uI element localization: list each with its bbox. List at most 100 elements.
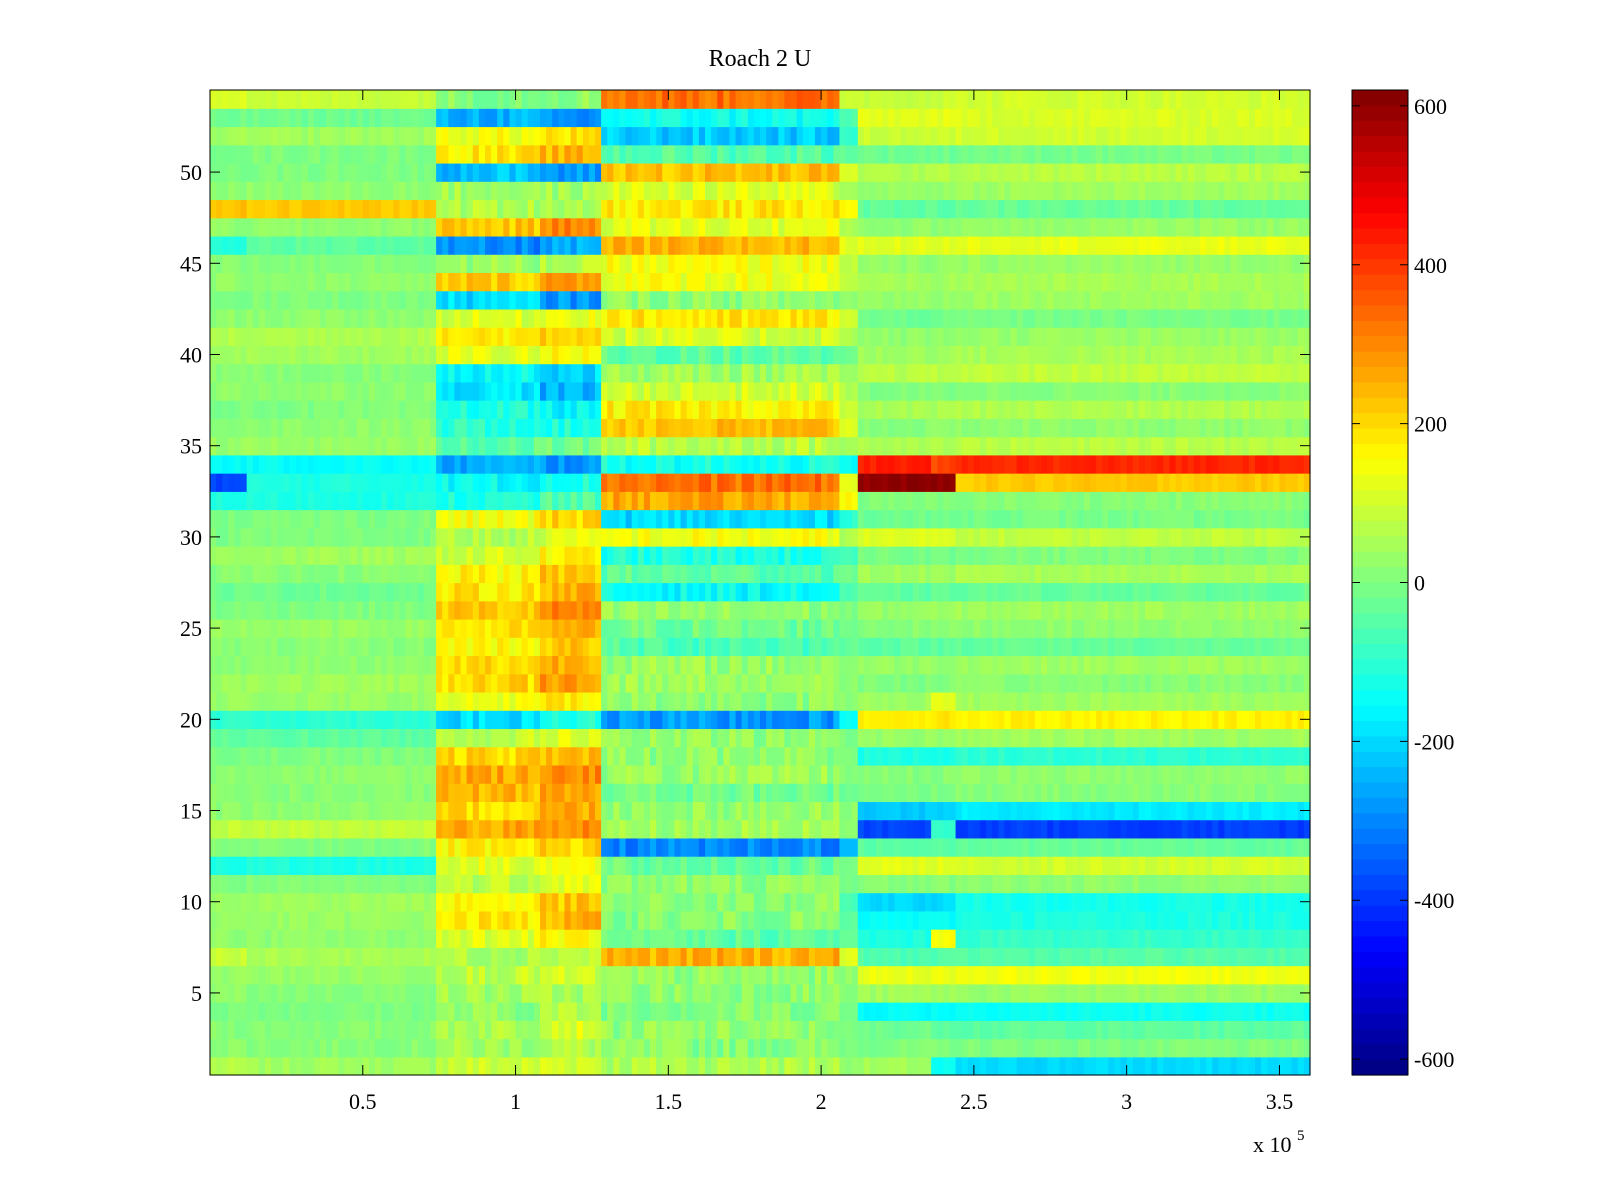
- heatmap-cell: [870, 1038, 877, 1058]
- heatmap-cell: [955, 856, 963, 875]
- heatmap-cell: [1224, 691, 1232, 711]
- heatmap-cell: [900, 892, 908, 912]
- heatmap-cell: [423, 728, 431, 748]
- heatmap-cell: [906, 691, 914, 711]
- heatmap-cell: [576, 1056, 584, 1076]
- heatmap-cell: [252, 892, 260, 912]
- heatmap-cell: [448, 673, 456, 693]
- heatmap-cell: [894, 837, 902, 857]
- heatmap-cell: [1102, 819, 1109, 839]
- heatmap-cell: [1187, 819, 1195, 839]
- heatmap-cell: [1230, 618, 1238, 638]
- heatmap-cell: [851, 837, 859, 857]
- heatmap-cell: [478, 874, 486, 894]
- heatmap-cell: [857, 819, 865, 839]
- heatmap-cell: [533, 1020, 541, 1040]
- heatmap-cell: [460, 691, 468, 711]
- heatmap-cell: [1175, 965, 1183, 985]
- heatmap-cell: [350, 837, 358, 857]
- heatmap-cell: [992, 874, 999, 894]
- heatmap-cell: [973, 637, 981, 657]
- heatmap-cell: [375, 983, 382, 1003]
- heatmap-cell: [1145, 1020, 1152, 1040]
- heatmap-cell: [1010, 929, 1018, 948]
- heatmap-cell: [320, 655, 327, 675]
- heatmap-cell: [521, 746, 529, 766]
- heatmap-cell: [1242, 801, 1250, 821]
- heatmap-cell: [1102, 783, 1109, 802]
- heatmap-cell: [1200, 1020, 1207, 1040]
- heatmap-cell: [1273, 728, 1281, 748]
- heatmap-cell: [1065, 691, 1073, 711]
- heatmap-cell: [631, 892, 639, 912]
- heatmap-cell: [735, 947, 743, 967]
- heatmap-cell: [265, 929, 272, 948]
- heatmap-cell: [246, 728, 254, 748]
- heatmap-cell: [998, 965, 1006, 985]
- heatmap-cell: [503, 564, 511, 584]
- heatmap-cell: [992, 929, 999, 948]
- heatmap-cell: [362, 837, 370, 857]
- heatmap-cell: [1145, 1002, 1152, 1021]
- heatmap-cell: [399, 983, 407, 1003]
- heatmap-cell: [1132, 618, 1140, 638]
- heatmap-cell: [521, 728, 529, 748]
- heatmap-cell: [955, 801, 963, 821]
- heatmap-cell: [301, 1020, 309, 1040]
- heatmap-cell: [625, 582, 633, 602]
- heatmap-cell: [1059, 764, 1067, 784]
- heatmap-cell: [851, 728, 859, 748]
- heatmap-cell: [937, 600, 944, 620]
- heatmap-cell: [1120, 801, 1128, 821]
- heatmap-cell: [1065, 655, 1073, 675]
- heatmap-cell: [326, 673, 333, 693]
- heatmap-cell: [356, 929, 364, 948]
- heatmap-cell: [937, 673, 944, 693]
- heatmap-cell: [527, 746, 535, 766]
- heatmap-cell: [375, 892, 382, 912]
- heatmap-cell: [533, 947, 541, 967]
- heatmap-cell: [766, 819, 773, 839]
- heatmap-cell: [356, 728, 364, 748]
- heatmap-cell: [998, 673, 1006, 693]
- heatmap-cell: [894, 947, 902, 967]
- heatmap-cell: [760, 564, 767, 584]
- heatmap-cell: [417, 691, 425, 711]
- heatmap-cell: [680, 929, 688, 948]
- heatmap-cell: [900, 783, 908, 802]
- heatmap-cell: [1255, 1002, 1262, 1021]
- heatmap-cell: [1022, 673, 1030, 693]
- heatmap-cell: [888, 892, 896, 912]
- heatmap-cell: [1096, 618, 1103, 638]
- heatmap-cell: [222, 783, 229, 802]
- heatmap-cell: [637, 618, 645, 638]
- heatmap-cell: [601, 856, 608, 875]
- heatmap-cell: [1200, 929, 1207, 948]
- heatmap-cell: [827, 746, 834, 766]
- heatmap-cell: [393, 947, 401, 967]
- heatmap-cell: [521, 618, 529, 638]
- heatmap-cell: [998, 1056, 1006, 1076]
- heatmap-cell: [375, 965, 382, 985]
- heatmap-cell: [778, 600, 786, 620]
- heatmap-cell: [845, 564, 853, 584]
- heatmap-cell: [265, 892, 272, 912]
- heatmap-cell: [460, 1002, 468, 1021]
- heatmap-cell: [808, 582, 816, 602]
- heatmap-cell: [1010, 1056, 1018, 1076]
- heatmap-cell: [1267, 892, 1274, 912]
- heatmap-cell: [283, 691, 291, 711]
- heatmap-cell: [723, 600, 731, 620]
- heatmap-cell: [796, 582, 804, 602]
- heatmap-cell: [1059, 874, 1067, 894]
- heatmap-cell: [411, 637, 419, 657]
- heatmap-cell: [283, 655, 291, 675]
- heatmap-cell: [540, 983, 547, 1003]
- heatmap-cell: [955, 728, 963, 748]
- heatmap-cell: [1059, 710, 1067, 730]
- heatmap-cell: [980, 929, 987, 948]
- heatmap-cell: [485, 801, 492, 821]
- heatmap-cell: [1255, 892, 1262, 912]
- heatmap-cell: [1236, 582, 1244, 602]
- heatmap-cell: [925, 965, 932, 985]
